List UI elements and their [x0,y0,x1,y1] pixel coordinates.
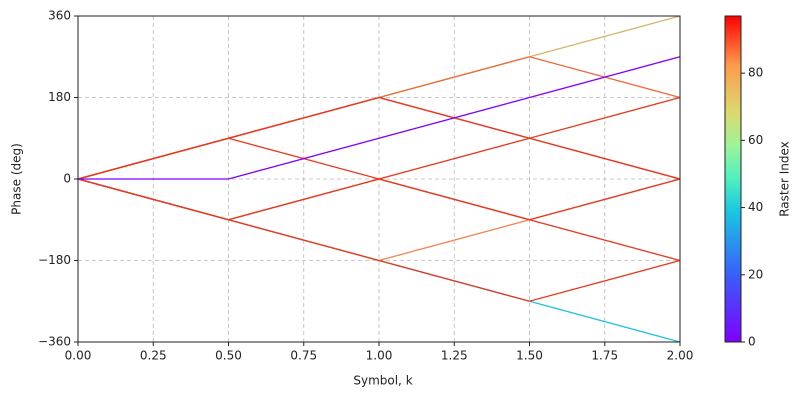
y-axis-label: Phase (deg) [10,143,24,215]
trajectory [78,56,681,180]
colorbar [724,15,742,343]
x-tick-label: 0.25 [140,349,167,363]
plot-frame [77,15,681,343]
colorbar-tick-label: 80 [748,66,763,80]
y-tick-label: 360 [48,9,71,23]
colorbar-tick-label: 60 [748,133,763,147]
x-tick-label: 1.25 [441,349,468,363]
y-tick-label: −360 [38,335,71,349]
y-tick-label: −180 [38,253,71,267]
x-tick-label: 0.00 [65,349,92,363]
x-tick-label: 1.75 [591,349,618,363]
trajectory [77,178,681,262]
x-tick-label: 0.50 [215,349,242,363]
x-tick-label: 1.00 [366,349,393,363]
colorbar-tick-label: 40 [748,200,763,214]
colorbar-label: Raster Index [778,141,792,217]
x-tick-label: 0.75 [290,349,317,363]
x-tick-label: 1.50 [516,349,543,363]
x-axis-label: Symbol, k [353,374,412,388]
y-tick-label: 180 [48,90,71,104]
y-tick-label: 0 [63,172,71,186]
colorbar-tick-label: 0 [748,335,756,349]
colorbar-tick-label: 20 [748,267,763,281]
x-tick-label: 2.00 [667,349,694,363]
trajectory [77,96,681,180]
